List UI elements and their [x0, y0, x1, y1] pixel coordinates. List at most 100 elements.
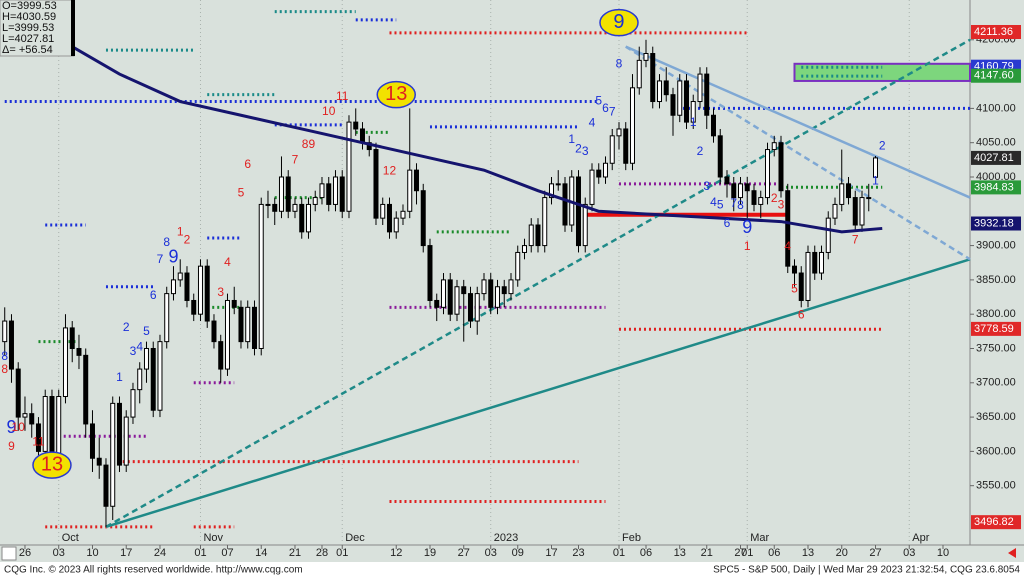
candle-body: [373, 149, 379, 219]
candle-body: [143, 347, 149, 370]
candle-body: [292, 203, 298, 212]
candle-body: [737, 183, 743, 199]
candle-body: [400, 210, 406, 219]
candle-body: [778, 142, 784, 192]
annotation: 11: [336, 89, 349, 103]
annotation: 13: [41, 453, 63, 475]
candle-body: [130, 389, 136, 418]
annotation: 8: [163, 235, 170, 249]
annotation: 2: [123, 320, 130, 334]
x-tick-label: 19: [424, 547, 436, 559]
candle-body: [683, 80, 689, 123]
x-tick-label: 23: [572, 547, 584, 559]
candle-body: [427, 245, 433, 301]
candle-body: [386, 203, 392, 233]
y-tick-label: 3850.00: [976, 274, 1016, 286]
price-label: 3984.83: [974, 181, 1014, 193]
candle-body: [616, 128, 622, 137]
candle-body: [704, 73, 710, 116]
annotation: 12: [383, 164, 397, 178]
candle-body: [83, 354, 89, 425]
candle-body: [528, 224, 534, 247]
candle-body: [724, 176, 730, 185]
annotation: 8: [1, 362, 8, 376]
x-tick-label: 06: [640, 547, 652, 559]
price-label: 3778.59: [974, 323, 1014, 335]
candle-body: [791, 265, 797, 274]
annotation: 4: [784, 239, 791, 253]
price-label: 3932.18: [974, 217, 1014, 229]
candle-body: [69, 327, 75, 349]
annotation: 2: [879, 138, 886, 152]
candle-body: [602, 162, 608, 178]
scroll-box[interactable]: [1, 546, 17, 561]
y-tick-label: 4050.00: [976, 137, 1016, 149]
x-tick-label: 01: [613, 547, 625, 559]
y-tick-label: 3650.00: [976, 411, 1016, 423]
candle-body: [501, 286, 507, 295]
annotation: 11: [32, 435, 45, 449]
x-tick-label: 01: [741, 547, 753, 559]
trend-line: [625, 45, 971, 261]
candle-body: [764, 149, 770, 199]
info-line: Δ= +56.54: [2, 44, 53, 56]
price-label: 4147.60: [974, 70, 1014, 82]
candle-body: [177, 272, 183, 281]
candle-body: [555, 183, 561, 186]
annotation: 6: [150, 288, 157, 302]
candle-body: [22, 413, 28, 418]
candle-body: [825, 217, 831, 253]
candle-body: [420, 190, 426, 247]
annotation-circle: [376, 80, 416, 109]
x-tick-label: 27: [458, 547, 470, 559]
annotation: 10: [322, 104, 336, 118]
x-tick-label: 20: [836, 547, 848, 559]
candle-body: [866, 197, 872, 200]
candle-body: [164, 293, 170, 343]
y-tick-label: 3750.00: [976, 342, 1016, 354]
candle-body: [771, 142, 777, 151]
candle-body: [690, 101, 696, 123]
annotation: 89: [302, 137, 316, 151]
candle-body: [35, 423, 41, 452]
candle-body: [582, 203, 588, 247]
x-tick-label: 27: [734, 547, 746, 559]
month-label: Apr: [912, 532, 929, 544]
candle-body: [278, 176, 284, 212]
candle-body: [103, 464, 109, 507]
annotation: 5: [791, 282, 798, 296]
annotation-circle: [599, 8, 639, 37]
candle-body: [521, 245, 527, 253]
x-tick-label: 26: [19, 547, 31, 559]
annotation: 9: [168, 247, 178, 267]
candle-body: [184, 272, 190, 301]
annotation: 6: [798, 308, 805, 322]
candle-body: [447, 279, 453, 315]
scroll-arrow[interactable]: [1008, 548, 1016, 558]
annotation: 5: [717, 197, 724, 211]
candle-body: [29, 413, 35, 425]
annotation: 7: [730, 196, 737, 210]
candle-body: [393, 217, 399, 233]
y-tick-label: 3800.00: [976, 308, 1016, 320]
annotation: 2: [771, 191, 778, 205]
annotation: 3: [217, 285, 224, 299]
annotation: 6: [724, 216, 731, 230]
annotation: 3: [582, 144, 589, 158]
candle-body: [751, 190, 757, 205]
annotation: 3: [130, 344, 137, 358]
candle-body: [359, 128, 365, 144]
info-bar: [71, 0, 75, 56]
candle-body: [710, 114, 716, 137]
candle-body: [62, 327, 68, 398]
footer-bar: [0, 562, 1024, 577]
annotation: 7: [609, 105, 616, 119]
candle-body: [872, 157, 878, 178]
annotation: 1: [744, 239, 751, 253]
candle-body: [265, 203, 271, 206]
annotation: 9: [6, 417, 16, 437]
candle-body: [623, 128, 629, 164]
candle-body: [818, 251, 824, 274]
